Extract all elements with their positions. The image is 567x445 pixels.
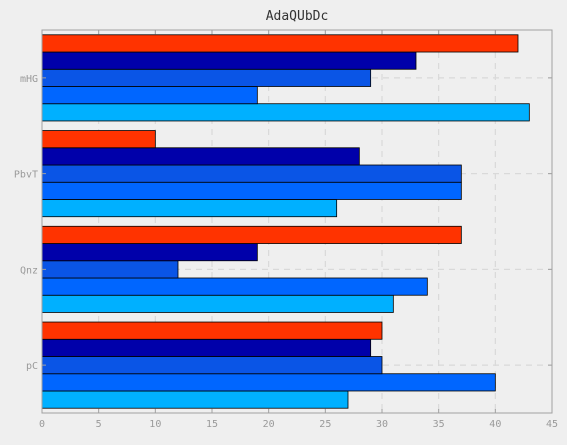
bar-PbvT-series-5 [41, 130, 156, 149]
bar-mHG-series-2 [41, 86, 258, 105]
bar-pC-series-5 [41, 321, 383, 340]
plot-frame [41, 29, 553, 414]
x-tick-label: 45 [546, 419, 558, 430]
x-tick-label: 0 [39, 419, 45, 430]
x-tick-label: 20 [263, 419, 275, 430]
bar-mHG-series-3 [41, 68, 372, 87]
bar-Qnz-series-2 [41, 277, 428, 296]
bar-mHG-series-1 [41, 103, 530, 122]
bar-mHG-series-5 [41, 34, 519, 53]
bar-PbvT-series-1 [41, 199, 338, 218]
bar-PbvT-series-4 [41, 147, 360, 166]
y-tick-label: Qnz [20, 265, 38, 276]
chart-title: AdaQUbDc [266, 9, 329, 24]
y-tick-label: pC [26, 361, 38, 372]
bar-mHG-series-4 [41, 51, 417, 70]
bar-pC-series-2 [41, 373, 496, 392]
x-tick-label: 10 [149, 419, 161, 430]
bar-Qnz-series-1 [41, 294, 394, 313]
x-tick-label: 15 [206, 419, 218, 430]
x-tick-label: 40 [489, 419, 501, 430]
x-tick-label: 30 [376, 419, 388, 430]
bar-Qnz-series-3 [41, 260, 179, 279]
x-tick-label: 25 [319, 419, 331, 430]
bar-Qnz-series-4 [41, 243, 258, 262]
bar-PbvT-series-3 [41, 164, 462, 183]
bar-pC-series-3 [41, 356, 383, 375]
bar-Qnz-series-5 [41, 225, 462, 244]
bar-pC-series-1 [41, 390, 349, 409]
bar-pC-series-4 [41, 338, 372, 357]
bar-PbvT-series-2 [41, 181, 462, 200]
x-tick-label: 35 [433, 419, 445, 430]
x-tick-label: 5 [96, 419, 102, 430]
y-tick-label: mHG [20, 74, 38, 85]
y-tick-label: PbvT [14, 170, 38, 181]
